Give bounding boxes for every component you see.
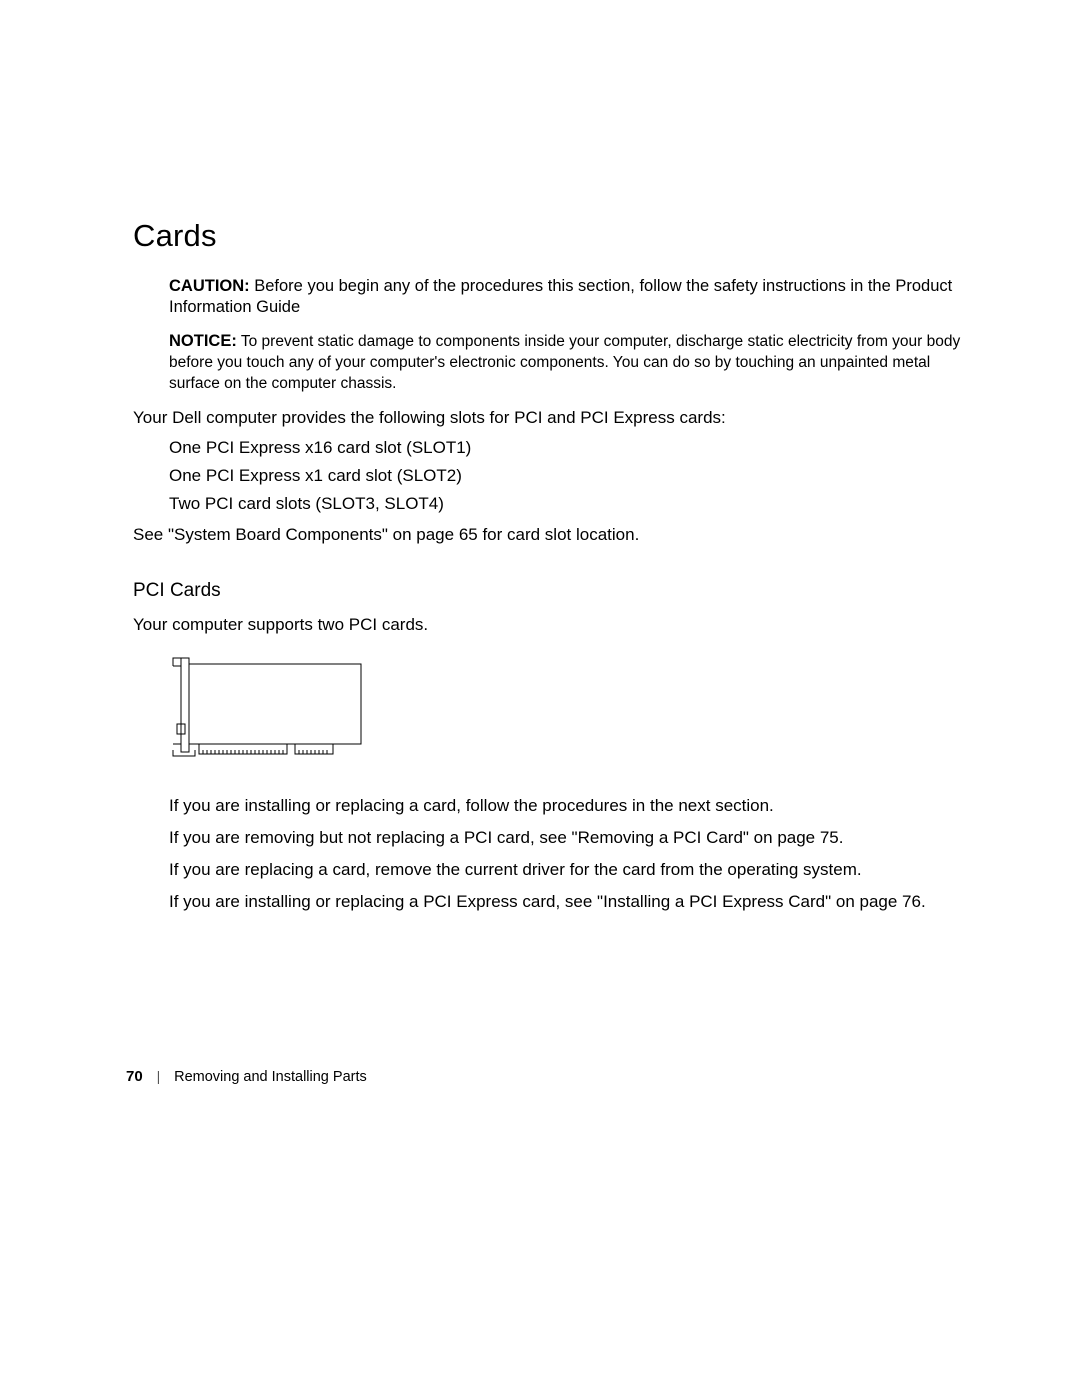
footer-section-title: Removing and Installing Parts (174, 1069, 367, 1085)
section-heading: PCI Cards (133, 580, 980, 602)
caution-text: Before you begin any of the procedures t… (169, 277, 952, 316)
notice-label: NOTICE: (169, 332, 237, 350)
instruction-list: If you are installing or replacing a car… (133, 795, 980, 913)
caution-label: CAUTION: (169, 277, 250, 295)
notice-callout: NOTICE: To prevent static damage to comp… (169, 331, 970, 393)
slot-item: Two PCI card slots (SLOT3, SLOT4) (169, 493, 980, 515)
instruction-item: If you are removing but not replacing a … (169, 827, 980, 849)
notice-text: To prevent static damage to components i… (169, 333, 960, 391)
instruction-item: If you are installing or replacing a PCI… (169, 891, 980, 913)
footer-separator: | (157, 1068, 161, 1084)
pci-intro: Your computer supports two PCI cards. (133, 614, 980, 636)
see-reference: See "System Board Components" on page 65… (133, 524, 980, 546)
slot-item: One PCI Express x16 card slot (SLOT1) (169, 437, 980, 459)
slot-item: One PCI Express x1 card slot (SLOT2) (169, 465, 980, 487)
page-footer: 70 | Removing and Installing Parts (126, 1068, 367, 1085)
pci-card-illustration (169, 654, 980, 767)
page-title: Cards (133, 218, 980, 254)
instruction-item: If you are replacing a card, remove the … (169, 859, 980, 881)
caution-callout: CAUTION: Before you begin any of the pro… (169, 276, 970, 317)
instruction-item: If you are installing or replacing a car… (169, 795, 980, 817)
intro-paragraph: Your Dell computer provides the followin… (133, 407, 980, 429)
page-number: 70 (126, 1068, 143, 1085)
slot-list: One PCI Express x16 card slot (SLOT1) On… (169, 437, 980, 515)
